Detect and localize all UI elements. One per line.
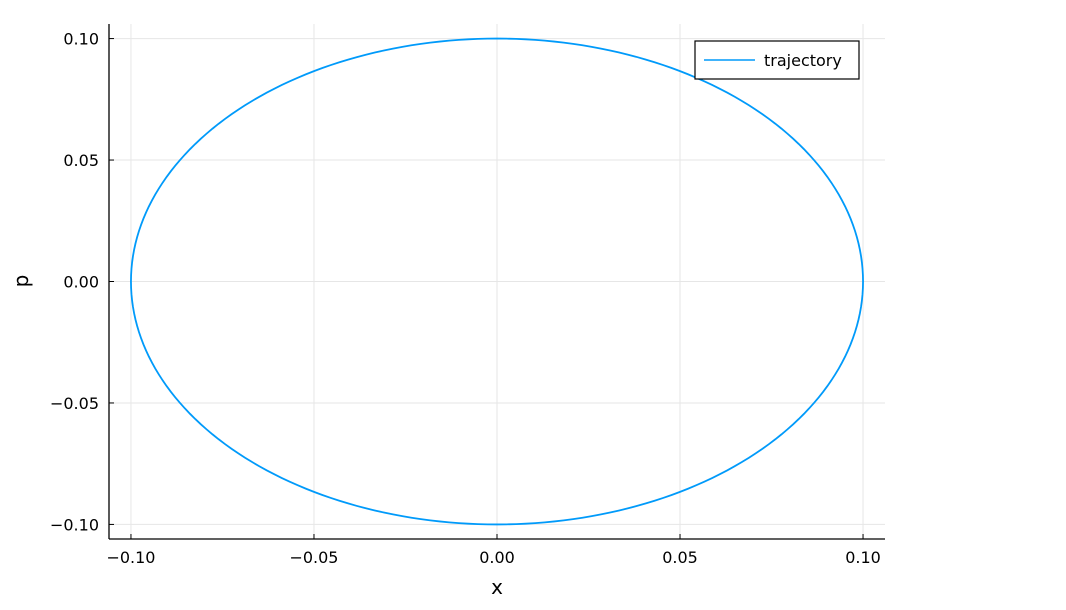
y-tick-label: 0.10 [63, 30, 99, 49]
series-trajectory-line [130, 37, 864, 526]
x-tick-label: −0.10 [106, 548, 155, 567]
x-tick-label: 0.10 [845, 548, 881, 567]
series-layer [130, 37, 864, 526]
x-tick-label: 0.00 [479, 548, 515, 567]
y-ticks: −0.10 −0.05 0.00 0.05 0.10 [50, 30, 114, 534]
legend: trajectory [694, 40, 860, 80]
x-tick-label: −0.05 [289, 548, 338, 567]
x-axis-title: x [491, 575, 503, 599]
x-tick-label: 0.05 [662, 548, 698, 567]
y-axis-title: p [9, 275, 33, 288]
grid [109, 24, 885, 539]
y-tick-label: −0.10 [50, 515, 99, 534]
x-ticks: −0.10 −0.05 0.00 0.05 0.10 [106, 534, 881, 567]
y-tick-label: 0.05 [63, 151, 99, 170]
y-tick-label: 0.00 [63, 273, 99, 292]
y-tick-label: −0.05 [50, 394, 99, 413]
legend-label: trajectory [764, 51, 842, 70]
